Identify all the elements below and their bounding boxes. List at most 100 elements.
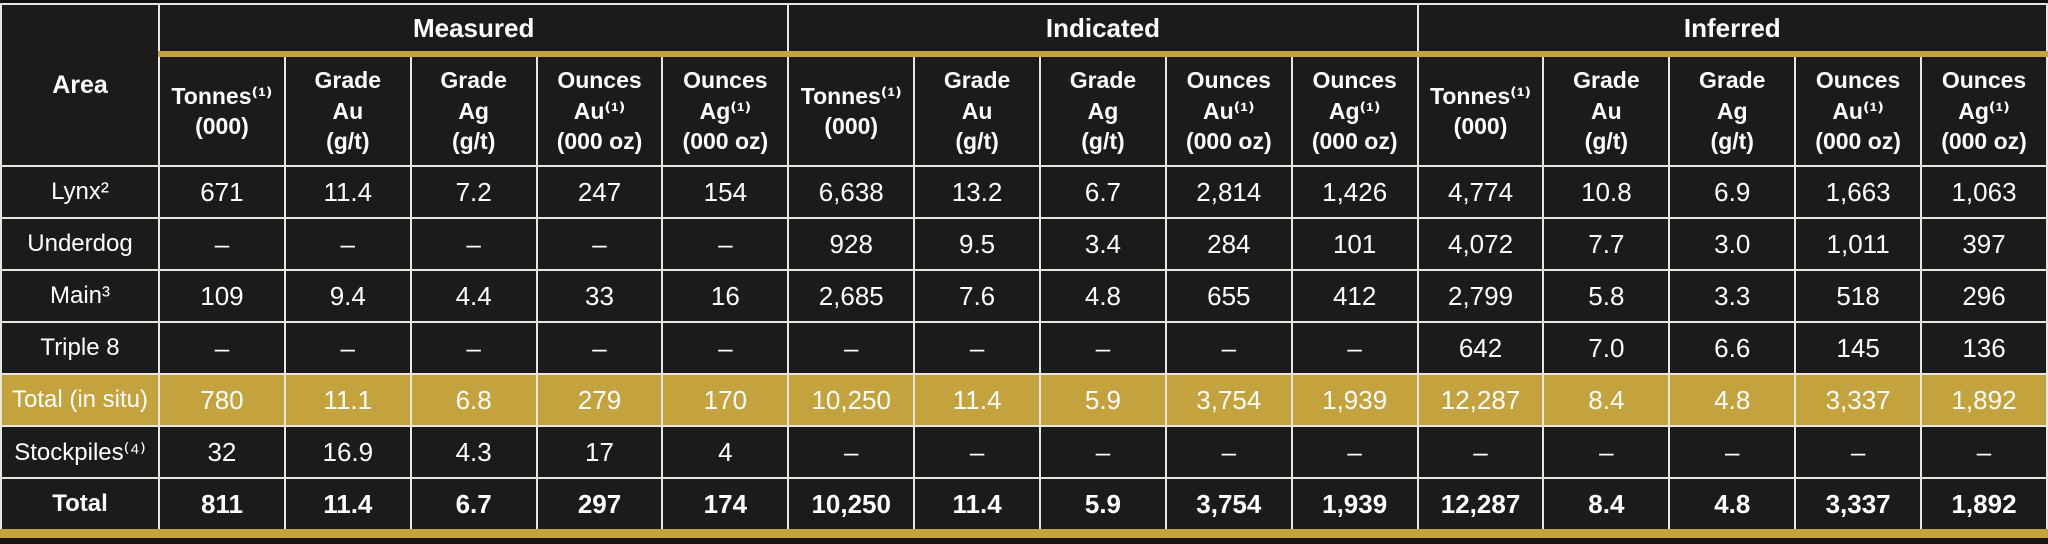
column-header-line: Ounces (557, 67, 642, 94)
table-row: Main³ 109 9.4 4.4 33 16 2,685 7.6 4.8 655 412 2,799… (0, 269, 2048, 323)
value-cell: 3.3 (1668, 269, 1797, 323)
value-cell: 11.4 (913, 477, 1042, 531)
value-cell: 928 (787, 217, 916, 271)
value-cell: 154 (661, 165, 790, 219)
row-label: Main³ (0, 269, 160, 323)
value-cell: 16 (661, 269, 790, 323)
value-cell: – (787, 425, 916, 479)
value-cell: 10,250 (787, 373, 916, 427)
row-label: Stockpiles⁽⁴⁾ (0, 425, 160, 479)
value-cell: 1,426 (1290, 165, 1419, 219)
value-cell: 397 (1920, 217, 2048, 271)
value-cell: 642 (1416, 321, 1545, 375)
column-header-line: (g/t) (1584, 128, 1629, 155)
value-cell: 6.7 (1039, 165, 1167, 219)
value-cell: 3,754 (1164, 477, 1293, 531)
column-header: Ounces Ag⁽¹⁾ (000 oz) (1290, 53, 1419, 167)
column-header-line: Au⁽¹⁾ (1203, 97, 1255, 124)
value-cell: 518 (1794, 269, 1923, 323)
value-cell: 4.8 (1668, 477, 1797, 531)
value-cell: 170 (661, 373, 790, 427)
column-header: Grade Au (g/t) (283, 53, 412, 167)
value-cell: 33 (535, 269, 664, 323)
column-header-line: Ag (458, 97, 489, 124)
column-header: Ounces Au⁽¹⁾ (000 oz) (1794, 53, 1923, 167)
value-cell: 6.9 (1668, 165, 1797, 219)
value-cell: – (283, 321, 412, 375)
column-header: Grade Ag (g/t) (1039, 53, 1167, 167)
mineral-resource-panel: Area Measured Indicated Inferred Tonnes⁽¹⁾… (0, 3, 2048, 544)
column-header-line: (000) (824, 113, 879, 139)
value-cell: 101 (1290, 217, 1419, 271)
value-cell: 1,892 (1920, 477, 2048, 531)
column-header: Tonnes⁽¹⁾ (000) (1416, 53, 1545, 167)
gold-accent-bar (0, 529, 2048, 538)
column-header-line: Grade (1573, 67, 1640, 94)
column-header-line: (000 oz) (1941, 128, 2027, 155)
value-cell: – (1164, 321, 1293, 375)
value-cell: – (535, 217, 664, 271)
column-header: Grade Ag (g/t) (409, 53, 538, 167)
value-cell: – (1039, 321, 1167, 375)
column-header: Ounces Au⁽¹⁾ (000 oz) (1164, 53, 1293, 167)
value-cell: – (787, 321, 916, 375)
column-header: Ounces Ag⁽¹⁾ (000 oz) (661, 53, 790, 167)
value-cell: 9.5 (913, 217, 1042, 271)
value-cell: 6.8 (409, 373, 538, 427)
value-cell: 7.2 (409, 165, 538, 219)
column-header: Ounces Ag⁽¹⁾ (000 oz) (1920, 53, 2048, 167)
value-cell: 7.6 (913, 269, 1042, 323)
column-header-line: (000 oz) (1815, 128, 1901, 155)
value-cell: – (535, 321, 664, 375)
value-cell: 3.4 (1039, 217, 1167, 271)
value-cell: 109 (158, 269, 286, 323)
value-cell: 296 (1920, 269, 2048, 323)
value-cell: 1,011 (1794, 217, 1923, 271)
column-header: Grade Ag (g/t) (1668, 53, 1797, 167)
value-cell: 3,337 (1794, 477, 1923, 531)
column-header-line: Au (332, 97, 364, 124)
value-cell: 12,287 (1416, 373, 1545, 427)
column-header-line: Ounces (683, 67, 768, 94)
column-header-line: (g/t) (451, 128, 496, 155)
value-cell: 7.7 (1542, 217, 1671, 271)
value-cell: – (158, 217, 286, 271)
value-cell: – (409, 217, 538, 271)
value-cell: 11.4 (283, 477, 412, 531)
column-header-line: (000 oz) (682, 128, 769, 155)
value-cell: 10,250 (787, 477, 916, 531)
column-header-line: Tonnes⁽¹⁾ (1430, 82, 1532, 109)
value-cell: 1,663 (1794, 165, 1923, 219)
value-cell: 811 (158, 477, 286, 531)
value-cell: 136 (1920, 321, 2048, 375)
value-cell: 4.4 (409, 269, 538, 323)
column-header-line: Ounces (1815, 67, 1901, 94)
group-header-indicated: Indicated (787, 3, 1419, 57)
column-header-line: (000 oz) (1311, 128, 1398, 155)
value-cell: 4 (661, 425, 790, 479)
row-label: Total (in situ) (0, 373, 160, 427)
table-row: Lynx² 671 11.4 7.2 247 154 6,638 13.2 6.7 2,814 1,… (0, 165, 2048, 219)
column-header-line: Ounces (1941, 67, 2027, 94)
value-cell: 2,814 (1164, 165, 1293, 219)
value-cell: 5.9 (1039, 373, 1167, 427)
group-header-measured: Measured (157, 3, 790, 57)
value-cell: 1,939 (1290, 477, 1419, 531)
column-header-line: Tonnes⁽¹⁾ (800, 82, 902, 109)
column-header-line: (000) (1453, 113, 1508, 139)
value-cell: 8.4 (1542, 477, 1671, 531)
value-cell: 3.0 (1668, 217, 1797, 271)
value-cell: 11.4 (913, 373, 1042, 427)
value-cell: 8.4 (1542, 373, 1671, 427)
value-cell: 11.1 (283, 373, 412, 427)
value-cell: 5.8 (1542, 269, 1671, 323)
column-header: Ounces Au⁽¹⁾ (000 oz) (535, 53, 664, 167)
column-header-line: (000 oz) (1185, 128, 1272, 155)
value-cell: – (1920, 425, 2048, 479)
table-row: Stockpiles⁽⁴⁾ 32 16.9 4.3 17 4– – – – – – – – – – (0, 425, 2048, 479)
column-header-line: Ounces (1312, 67, 1397, 94)
column-header: Tonnes⁽¹⁾ (000) (158, 53, 286, 167)
row-label: Triple 8 (0, 321, 160, 375)
column-header-line: Au (1591, 97, 1622, 124)
value-cell: – (1668, 425, 1797, 479)
